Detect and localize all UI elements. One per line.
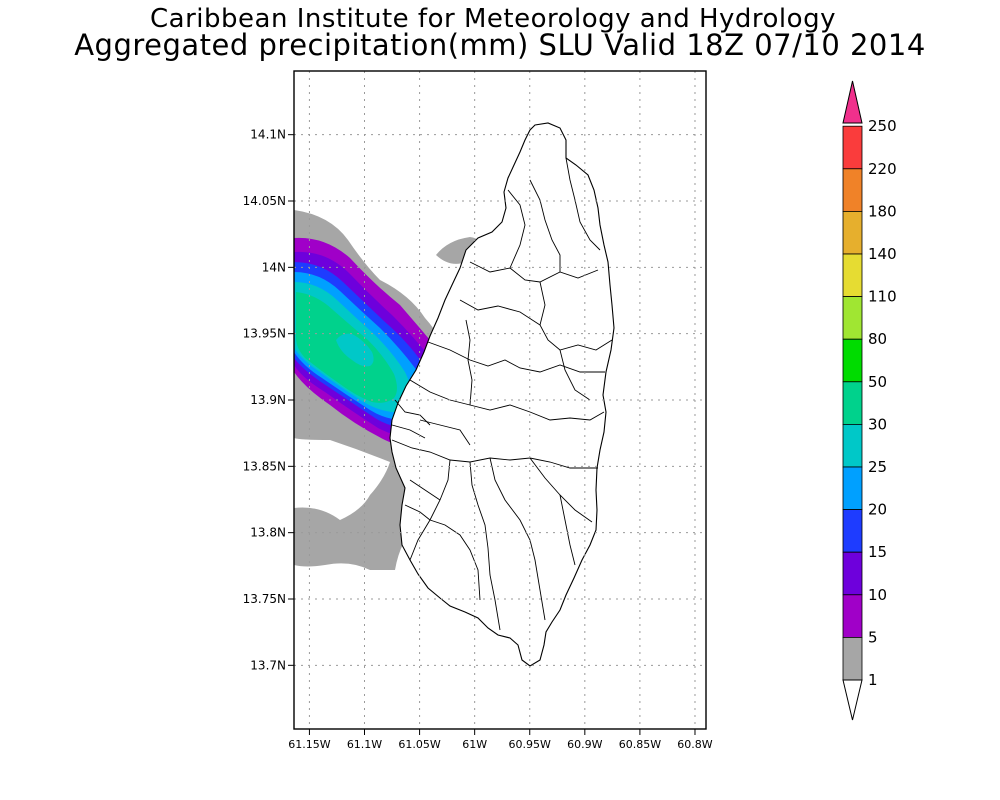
latitude-label: 13.9N [250, 393, 286, 407]
district-boundary [419, 419, 471, 446]
district-boundary [409, 479, 441, 501]
district-boundary [469, 261, 599, 283]
district-boundary [559, 349, 591, 401]
latitude-label: 13.95N [243, 327, 286, 341]
latitude-label: 14N [262, 260, 286, 274]
colorbar-segment [842, 125, 863, 170]
colorbar-label: 30 [868, 415, 887, 433]
longitude-label: 61.1W [347, 738, 382, 751]
island-outline [389, 122, 615, 667]
district-boundary [489, 457, 546, 621]
colorbar-segment [842, 551, 863, 596]
district-boundary [465, 319, 473, 406]
map-grid [294, 71, 706, 729]
colorbar-bottom-arrow [842, 679, 863, 721]
latitude-label: 13.7N [250, 658, 286, 672]
colorbar-segment [842, 168, 863, 212]
latitude-label: 13.85N [243, 459, 286, 473]
longitude-label: 60.9W [567, 738, 602, 751]
colorbar-segment [842, 466, 863, 510]
colorbar-label: 20 [868, 501, 887, 519]
colorbar-label: 15 [868, 543, 887, 561]
colorbar-segment [842, 253, 863, 297]
colorbar-label: 250 [868, 117, 897, 135]
district-boundary [469, 461, 501, 631]
district-boundary [409, 459, 451, 561]
longitude-label: 60.8W [677, 738, 712, 751]
longitude-label: 60.85W [619, 738, 661, 751]
colorbar-segment [842, 509, 863, 553]
district-boundary [429, 519, 481, 601]
latitude-label: 13.8N [250, 526, 286, 540]
colorbar-segment [842, 637, 863, 681]
colorbar-label: 110 [868, 288, 897, 306]
colorbar-segment [842, 423, 863, 468]
latitude-label: 14.1N [250, 128, 286, 142]
colorbar-label: 1 [868, 671, 878, 689]
institution-title: Caribbean Institute for Meteorology and … [150, 4, 836, 34]
district-boundary [459, 299, 541, 326]
longitude-label: 61.05W [398, 738, 440, 751]
colorbar-label: 5 [868, 628, 878, 646]
saint-lucia-coastline [389, 122, 615, 667]
district-boundary [529, 179, 561, 272]
colorbar-label: 50 [868, 373, 887, 391]
colorbar-label: 80 [868, 330, 887, 348]
district-boundary [507, 189, 526, 269]
longitude-label: 61W [462, 738, 487, 751]
district-boundary [409, 379, 605, 421]
colorbar-top-arrow [842, 80, 863, 124]
latitude-label: 13.75N [243, 592, 286, 606]
district-boundary [394, 399, 431, 426]
product-title: Aggregated precipitation(mm) SLU Valid 1… [74, 28, 926, 62]
colorbar-label: 10 [868, 586, 887, 604]
colorbar-label: 220 [868, 160, 897, 178]
colorbar-label: 25 [868, 458, 887, 476]
colorbar-segment [842, 296, 863, 340]
district-boundary [565, 157, 601, 251]
latitude-label: 14.05N [243, 194, 286, 208]
longitude-axis: 61.15W 61.1W 61.05W 61W 60.95W 60.9W 60.85W 60.… [288, 729, 713, 751]
district-boundary [539, 281, 613, 351]
colorbar-segment [842, 210, 863, 255]
colorbar-segment [842, 338, 863, 383]
colorbar-segment [842, 594, 863, 638]
colorbar-label: 140 [868, 245, 897, 263]
colorbar-segment [842, 381, 863, 425]
colorbar-label: 180 [868, 202, 897, 220]
longitude-label: 61.15W [288, 738, 330, 751]
district-boundary [427, 341, 605, 373]
longitude-label: 60.95W [509, 738, 551, 751]
latitude-axis: 14.1N 14.05N 14N 13.95N 13.9N 13.85N 13.8N 13.7… [243, 128, 294, 672]
